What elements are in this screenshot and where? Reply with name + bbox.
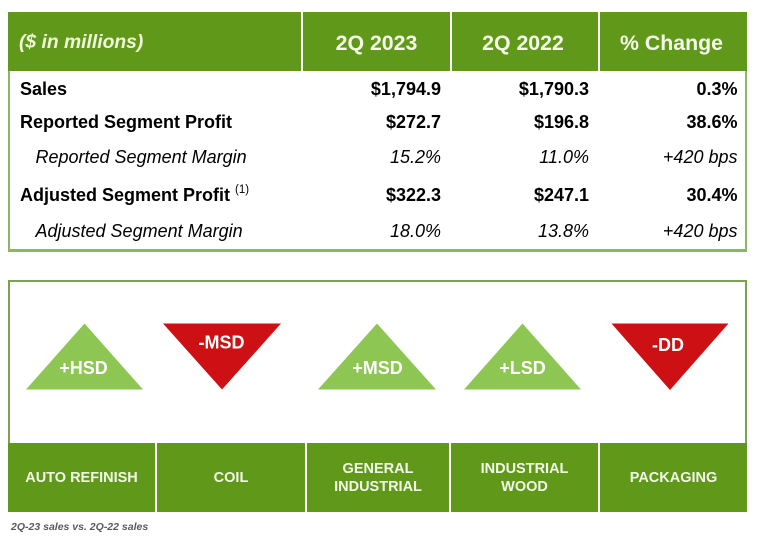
svg-text:+LSD: +LSD bbox=[499, 358, 546, 378]
svg-text:-MSD: -MSD bbox=[199, 333, 245, 353]
svg-text:-DD: -DD bbox=[652, 335, 684, 355]
svg-text:+HSD: +HSD bbox=[59, 358, 108, 378]
svg-text:+MSD: +MSD bbox=[352, 358, 403, 378]
